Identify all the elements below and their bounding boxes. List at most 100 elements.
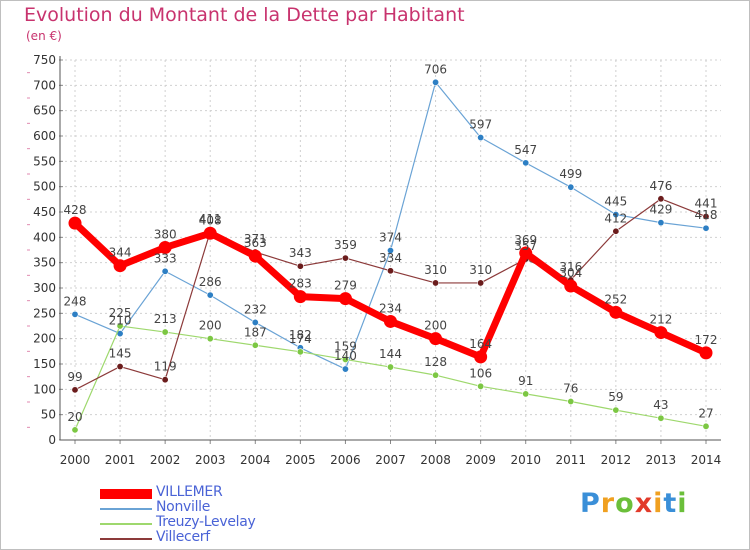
data-label: 286	[199, 275, 222, 289]
data-point	[522, 390, 530, 398]
data-label: 412	[604, 211, 627, 225]
data-label: 99	[67, 370, 82, 384]
x-tick-label: 2006	[330, 453, 361, 467]
x-tick-label: 2000	[60, 453, 91, 467]
data-label: 310	[424, 263, 447, 277]
data-point	[386, 247, 394, 255]
x-tick-label: 2004	[240, 453, 271, 467]
logo-letter: o	[615, 488, 635, 519]
data-label: 428	[64, 203, 87, 217]
data-label: 279	[334, 279, 357, 293]
y-tick-label: 200	[33, 332, 56, 346]
data-label: 476	[649, 179, 672, 193]
data-point	[251, 341, 259, 349]
data-point	[477, 279, 485, 287]
legend-label: VILLEMER	[156, 484, 223, 500]
data-label: 145	[109, 347, 132, 361]
data-point	[612, 406, 620, 414]
data-label: 547	[514, 143, 537, 157]
y-tick-label: 500	[33, 180, 56, 194]
legend-item: Nonville	[100, 499, 360, 516]
y-tick-label: 0	[48, 433, 56, 447]
data-label: 232	[244, 302, 267, 316]
chart-title: Evolution du Montant de la Dette par Hab…	[24, 4, 465, 26]
data-label: 187	[244, 325, 267, 339]
data-label: 200	[424, 319, 447, 333]
data-label: 172	[695, 333, 718, 347]
data-point	[477, 382, 485, 390]
series-villemer	[68, 216, 713, 364]
data-label: 43	[653, 398, 668, 412]
data-label: 225	[109, 306, 132, 320]
legend-item: Villecerf	[100, 529, 360, 546]
data-point	[477, 134, 485, 142]
data-label: 408	[199, 213, 222, 227]
data-label: 27	[698, 406, 713, 420]
data-label: 159	[334, 339, 357, 353]
data-point	[386, 267, 394, 275]
y-tick-label: 700	[33, 78, 56, 92]
data-point	[432, 78, 440, 86]
y-tick-label: 350	[33, 256, 56, 270]
data-label: 343	[289, 246, 312, 260]
data-point	[341, 365, 349, 373]
series-group	[68, 78, 713, 434]
data-point	[206, 291, 214, 299]
data-point	[702, 422, 710, 430]
data-point	[657, 414, 665, 422]
data-label: 333	[154, 251, 177, 265]
data-point	[338, 292, 352, 306]
data-point	[386, 363, 394, 371]
data-point	[609, 305, 623, 319]
y-tick-label: 50	[41, 408, 56, 422]
data-point	[161, 267, 169, 275]
data-point	[432, 371, 440, 379]
data-point	[699, 346, 713, 360]
legend-label: Nonville	[156, 499, 211, 515]
data-point	[612, 211, 620, 219]
data-label: 363	[244, 236, 267, 250]
x-tick-label: 2009	[465, 453, 496, 467]
chart-unit-label: (en €)	[26, 29, 62, 43]
series-villecerf	[71, 195, 710, 394]
data-label: 182	[289, 328, 312, 342]
data-label: 441	[695, 197, 718, 211]
data-point	[474, 350, 488, 364]
legend-swatch	[100, 508, 152, 510]
data-label: 76	[563, 381, 578, 395]
y-tick-label: 650	[33, 104, 56, 118]
data-label: 59	[608, 390, 623, 404]
data-label: 499	[559, 167, 582, 181]
data-label: 344	[109, 246, 132, 260]
data-label: 380	[154, 227, 177, 241]
data-point	[71, 310, 79, 318]
data-point	[113, 259, 127, 273]
data-point	[702, 213, 710, 221]
data-label: 106	[469, 366, 492, 380]
data-label: 212	[649, 313, 672, 327]
data-label: 369	[514, 233, 537, 247]
data-label: 283	[289, 277, 312, 291]
x-tick-label: 2002	[150, 453, 181, 467]
data-label: 357	[514, 239, 537, 253]
x-tick-label: 2007	[375, 453, 406, 467]
series-treuzy-levelay	[71, 322, 710, 434]
y-tick-label: 300	[33, 281, 56, 295]
logo-letter: i	[653, 488, 664, 519]
x-tick-label: 2008	[420, 453, 451, 467]
data-label: 304	[559, 266, 582, 280]
legend-swatch	[100, 523, 152, 525]
data-label: 164	[469, 337, 492, 351]
data-point	[519, 246, 533, 260]
data-point	[296, 262, 304, 270]
y-tick-label: 250	[33, 306, 56, 320]
data-point	[654, 326, 668, 340]
y-tick-label: 400	[33, 230, 56, 244]
logo-letter: i	[677, 488, 688, 519]
data-point	[71, 426, 79, 434]
data-point	[248, 249, 262, 263]
data-point	[522, 159, 530, 167]
data-point	[296, 348, 304, 356]
data-label: 174	[289, 332, 312, 346]
data-point	[158, 240, 172, 254]
